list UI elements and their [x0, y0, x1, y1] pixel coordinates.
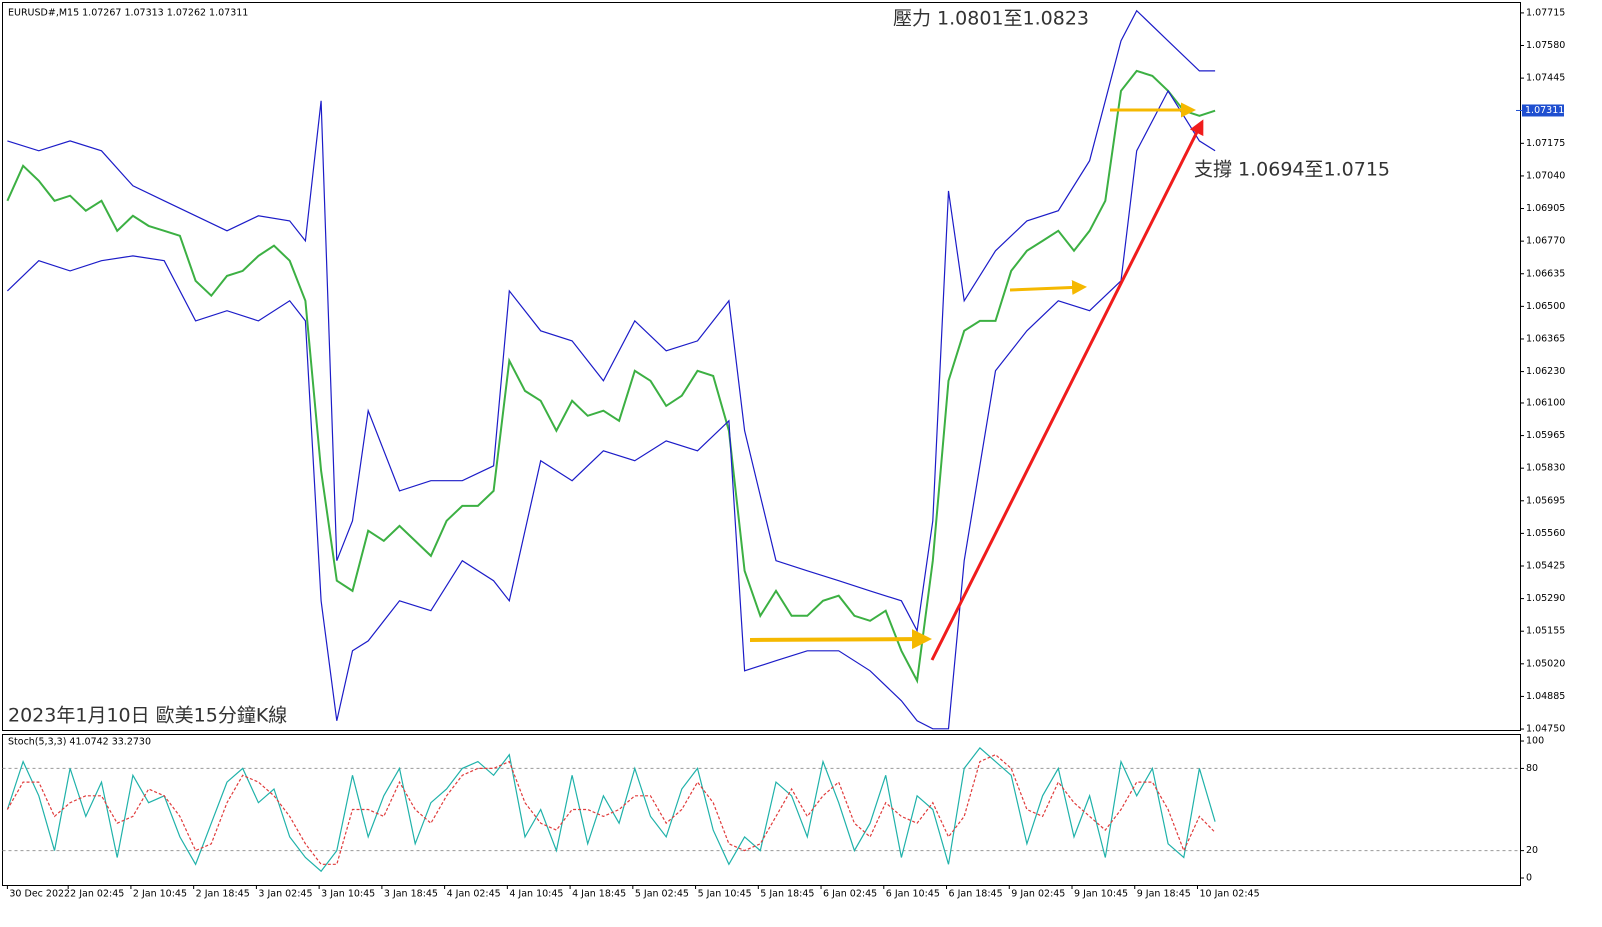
x-tick-label: 2 Jan 10:45	[133, 889, 187, 900]
y-tick-label: 1.07715	[1526, 7, 1565, 18]
x-tick-label: 30 Dec 2022	[9, 889, 70, 900]
x-tick-label: 4 Jan 10:45	[509, 889, 563, 900]
x-tick-label: 9 Jan 02:45	[1011, 889, 1065, 900]
y-tick-label: 1.05425	[1526, 561, 1565, 572]
x-tick-label: 9 Jan 18:45	[1137, 889, 1191, 900]
y-tick-label: 1.05290	[1526, 593, 1565, 604]
y-tick-label: 1.06100	[1526, 397, 1565, 408]
plot-layer: 1.07715 1.07580 1.07445 1.07175 1.07040 1.069…	[2, 7, 1565, 900]
x-tick-label: 6 Jan 18:45	[949, 889, 1003, 900]
x-tick-label: 6 Jan 02:45	[823, 889, 877, 900]
y-tick-label: 1.05695	[1526, 495, 1565, 506]
x-tick-label: 2 Jan 18:45	[196, 889, 250, 900]
x-tick-label: 10 Jan 02:45	[1199, 889, 1259, 900]
y-tick-label: 1.05830	[1526, 463, 1565, 474]
support-note: 支撐 1.0694至1.0715	[1194, 159, 1390, 181]
price-line	[6, 69, 1216, 684]
x-tick-label: 4 Jan 02:45	[447, 889, 501, 900]
x-tick-label: 5 Jan 10:45	[698, 889, 752, 900]
y-tick-label: 20	[1526, 845, 1538, 856]
y-tick-label: 1.06365	[1526, 333, 1565, 344]
last-price-label: 1.07311	[1525, 105, 1564, 116]
y-tick-label: 1.05020	[1526, 658, 1565, 669]
chart-caption: 2023年1月10日 歐美15分鐘K線	[8, 705, 287, 727]
x-tick-label: 3 Jan 18:45	[384, 889, 438, 900]
y-tick-label: 0	[1526, 873, 1532, 884]
last-price-tag	[1522, 104, 1564, 117]
x-tick-label: 9 Jan 10:45	[1074, 889, 1128, 900]
y-tick-label: 1.04885	[1526, 691, 1565, 702]
y-tick-label: 1.05560	[1526, 528, 1565, 539]
bollinger-band	[7, 9, 1216, 633]
y-tick-label: 1.06770	[1526, 236, 1565, 247]
x-tick-label: 5 Jan 18:45	[760, 889, 814, 900]
bollinger-band	[6, 89, 1216, 730]
y-tick-label: 1.05155	[1526, 626, 1565, 637]
x-tick-label: 2 Jan 02:45	[70, 889, 124, 900]
y-tick-label: 1.06905	[1526, 203, 1565, 214]
stoch-main	[6, 747, 1216, 873]
indicator-header: Stoch(5,3,3) 41.0742 33.2730	[8, 737, 151, 748]
trend-arrow	[930, 119, 1204, 661]
x-tick-label: 4 Jan 18:45	[572, 889, 626, 900]
stoch-signal	[6, 753, 1216, 865]
y-tick-label: 1.07580	[1526, 40, 1565, 51]
arrows	[749, 102, 1204, 661]
x-tick-label: 3 Jan 10:45	[321, 889, 375, 900]
x-tick-label: 6 Jan 10:45	[886, 889, 940, 900]
y-tick-label: 1.04750	[1526, 724, 1565, 735]
yellow-arrow	[749, 629, 932, 650]
y-tick-label: 1.06230	[1526, 366, 1565, 377]
resistance-note: 壓力 1.0801至1.0823	[893, 8, 1089, 30]
main-panel	[2, 2, 1521, 731]
stoch-panel	[2, 734, 1521, 886]
symbol-header: EURUSD#,M15 1.07267 1.07313 1.07262 1.07…	[8, 8, 248, 19]
x-tick-label: 3 Jan 02:45	[258, 889, 312, 900]
yellow-arrow	[1009, 279, 1087, 295]
y-tick-label: 1.07445	[1526, 73, 1565, 84]
y-tick-label: 1.07040	[1526, 170, 1565, 181]
x-tick-label: 5 Jan 02:45	[635, 889, 689, 900]
y-tick-label: 100	[1526, 736, 1544, 747]
y-tick-label: 1.06500	[1526, 301, 1565, 312]
y-tick-label: 1.05965	[1526, 430, 1565, 441]
y-tick-label: 1.06635	[1526, 268, 1565, 279]
y-tick-label: 1.07175	[1526, 138, 1565, 149]
y-tick-label: 80	[1526, 763, 1538, 774]
